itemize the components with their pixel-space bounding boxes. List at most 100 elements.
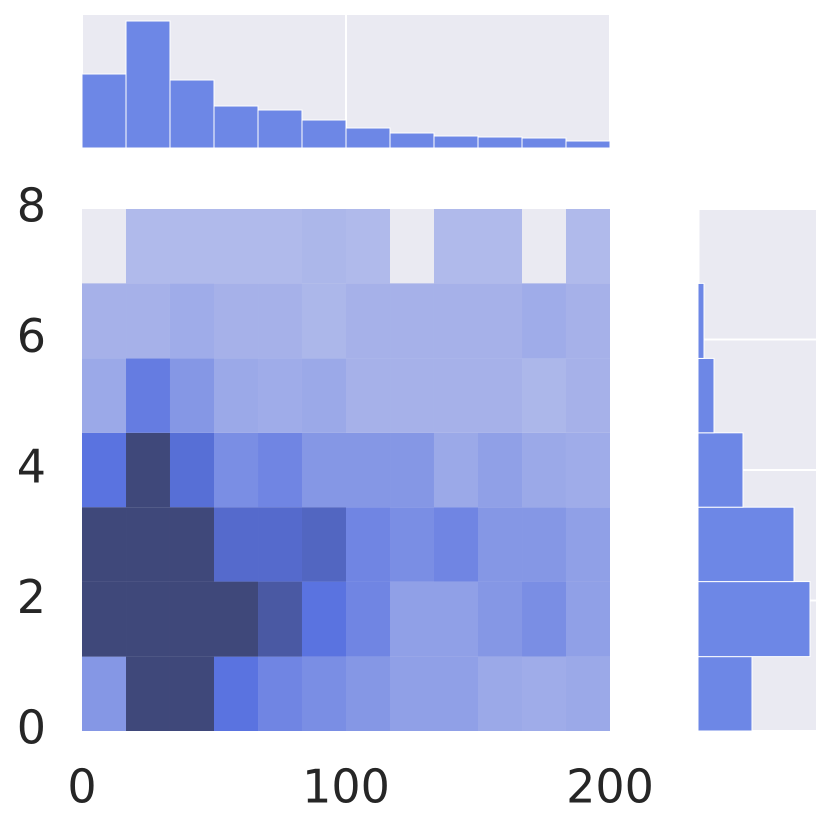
hist-bar [345, 127, 391, 149]
heat-cell [522, 581, 566, 657]
heat-cell [258, 507, 302, 582]
heat-cell [126, 507, 170, 582]
heat-cell [214, 209, 259, 284]
heat-cell [433, 581, 478, 657]
heat-cell [258, 209, 302, 284]
heat-cell [346, 656, 391, 731]
heat-cell [214, 358, 259, 433]
heat-cell [169, 358, 214, 433]
heat-cell [565, 283, 610, 359]
heat-cell [522, 283, 566, 359]
heat-cell [390, 507, 434, 582]
heat-cell [522, 432, 566, 508]
heat-cell [478, 432, 523, 508]
heat-cell [82, 581, 127, 657]
heat-cell [478, 283, 523, 359]
heat-cell [214, 432, 259, 508]
heat-cell [522, 656, 566, 731]
y-tick-label: 6 [17, 309, 46, 363]
heat-cell [258, 283, 302, 359]
hist-bar [697, 581, 811, 658]
heat-cell [301, 656, 346, 731]
y-tick-label: 0 [17, 701, 46, 755]
heat-cell [565, 432, 610, 508]
heat-cell [346, 209, 391, 284]
heat-cell [82, 283, 127, 359]
heat-cell [346, 283, 391, 359]
heat-cell [214, 283, 259, 359]
heat-cell [346, 581, 391, 657]
heat-cell [169, 209, 214, 284]
heat-cell [346, 507, 391, 582]
heat-cell [478, 209, 523, 284]
heat-cell [258, 358, 302, 433]
heat-cell [390, 358, 434, 433]
x-tick-label: 100 [302, 760, 390, 814]
heat-cell [565, 507, 610, 582]
heat-cell [301, 358, 346, 433]
heat-cell [522, 507, 566, 582]
heat-cell [126, 358, 170, 433]
heat-cell [522, 358, 566, 433]
heat-cell [478, 656, 523, 731]
heat-cell [82, 507, 127, 582]
heat-cell [82, 656, 127, 731]
hist-bar [697, 208, 700, 284]
hist-bar [433, 135, 479, 149]
heat-cell [478, 507, 523, 582]
heat-cell [258, 432, 302, 508]
hist-bar [565, 140, 611, 149]
heat-cell [169, 432, 214, 508]
heat-cell [390, 283, 434, 359]
heat-cell [301, 283, 346, 359]
heat-cell [346, 358, 391, 433]
heat-cell [433, 507, 478, 582]
heat-cell [214, 581, 259, 657]
heat-cell [126, 432, 170, 508]
heat-cell [301, 432, 346, 508]
heat-cell [301, 581, 346, 657]
heat-cell [126, 283, 170, 359]
heat-cell [214, 507, 259, 582]
heat-cell [433, 283, 478, 359]
heat-cell [565, 209, 610, 284]
heat-cell [82, 432, 127, 508]
hist-bar [697, 656, 753, 732]
hist-bar [697, 282, 705, 359]
hist-bar [169, 79, 215, 149]
heat-cell [258, 581, 302, 657]
x-tick-label: 200 [566, 760, 654, 814]
hist-bar [257, 109, 303, 149]
heat-cell [214, 656, 259, 731]
hist-bar [477, 136, 523, 149]
heat-cell [126, 209, 170, 284]
heat-cell [301, 209, 346, 284]
heat-cell [478, 358, 523, 433]
hist-bar [125, 20, 171, 149]
heat-cell [169, 507, 214, 582]
heat-cell [390, 656, 434, 731]
hist-bar [213, 105, 259, 149]
heat-cell [301, 507, 346, 582]
heat-cell [169, 656, 214, 731]
x-tick-label: 0 [67, 760, 96, 814]
hist-bar [81, 73, 127, 149]
heat-cell [433, 656, 478, 731]
heat-cell [82, 358, 127, 433]
hist-bar [521, 137, 567, 149]
heat-cell [346, 432, 391, 508]
heat-cell [565, 358, 610, 433]
hist-bar [301, 119, 347, 149]
y-tick-label: 2 [17, 570, 46, 624]
heat-cell [390, 432, 434, 508]
heat-cell [565, 581, 610, 657]
hist-bar [697, 432, 744, 508]
heat-cell [126, 581, 170, 657]
heat-cell [478, 581, 523, 657]
heat-cell [433, 209, 478, 284]
heat-cell [126, 656, 170, 731]
heat-cell [433, 358, 478, 433]
hist-bar [389, 132, 435, 149]
heat-cell [169, 283, 214, 359]
